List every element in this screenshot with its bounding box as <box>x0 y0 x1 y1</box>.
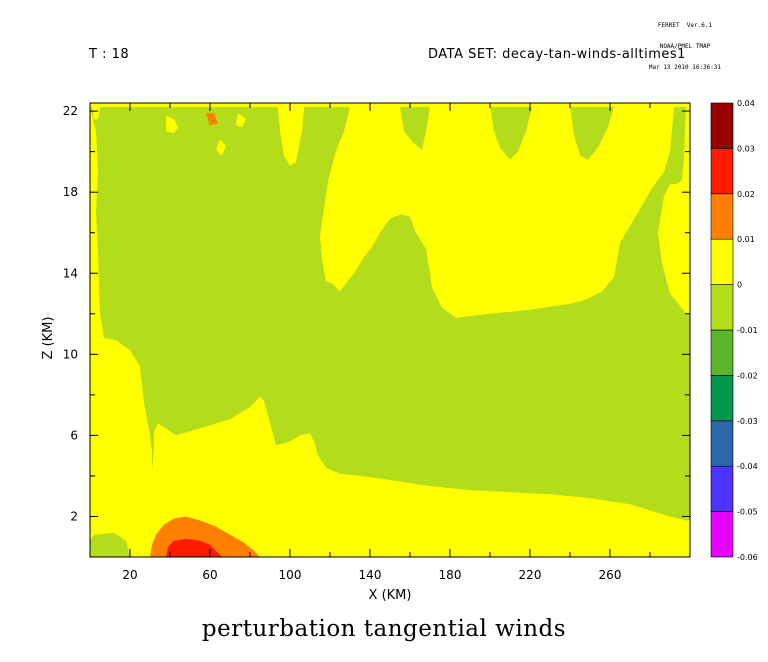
contour-region-1-3 <box>216 139 226 156</box>
colorbar-label: -0.05 <box>737 508 758 517</box>
colorbar-swatch <box>710 465 734 512</box>
y-tick-label: 6 <box>70 428 78 442</box>
plot-frame <box>89 102 691 558</box>
colorbar-label: -0.06 <box>737 553 758 562</box>
colorbar-label: -0.01 <box>737 326 758 335</box>
time-label: T : 18 <box>89 47 130 62</box>
x-tick-label: 20 <box>122 568 137 582</box>
colorbar-label: 0 <box>737 281 742 290</box>
colorbar-label: 0.04 <box>737 99 755 108</box>
colorbar-swatch <box>710 375 734 422</box>
contour-region-0-3 <box>490 107 532 160</box>
y-axis-label: Z (KM) <box>41 317 56 360</box>
contour-region-1-1 <box>166 115 178 134</box>
x-tick-label: 100 <box>279 568 302 582</box>
colorbar-swatch <box>710 284 734 331</box>
x-tick-label: 180 <box>439 568 462 582</box>
ferret-stamp: FERRET Ver.6.1 NOAA/PMEL TMAP Mar 13 201… <box>640 8 730 78</box>
y-tick-label: 14 <box>63 266 78 280</box>
y-tick-label: 22 <box>63 104 78 118</box>
y-tick-label: 18 <box>63 185 78 199</box>
colorbar-label: 0.02 <box>737 190 755 199</box>
colorbar-swatch <box>710 511 734 558</box>
contour-region-1-0 <box>92 107 100 120</box>
contour-region-0-4 <box>570 107 614 160</box>
colorbar-swatch <box>710 102 734 149</box>
chart-title: perturbation tangential winds <box>201 616 567 642</box>
contour-region-3-0 <box>166 538 222 557</box>
contour-region-0-1 <box>90 532 130 557</box>
contour-region-2-1 <box>206 113 218 126</box>
colorbar-label: -0.03 <box>737 417 758 426</box>
x-tick-label: 140 <box>359 568 382 582</box>
y-tick-label: 10 <box>63 347 78 361</box>
colorbar-label: 0.01 <box>737 235 755 244</box>
x-tick-label: 220 <box>519 568 542 582</box>
x-tick-label: 260 <box>599 568 622 582</box>
contour-region-1-2 <box>236 113 246 128</box>
x-axis-label: X (KM) <box>369 588 412 603</box>
contour-fills <box>90 107 690 557</box>
colorbar-label: -0.04 <box>737 462 758 471</box>
colorbar: -0.06 -0.05 -0.04 -0.03 -0.02 -0.01 0 0.01 0.02 0… <box>710 99 758 562</box>
colorbar-label: 0.03 <box>737 144 755 153</box>
x-tick-label: 60 <box>202 568 217 582</box>
stamp-line-1: FERRET Ver.6.1 <box>657 22 713 29</box>
y-tick-label: 2 <box>70 509 78 523</box>
y-axis: 2 6 10 14 18 22 <box>63 104 690 523</box>
colorbar-swatch <box>710 238 734 285</box>
colorbar-swatch <box>710 329 734 376</box>
x-axis: 20 60 100 140 180 220 260 <box>122 103 651 582</box>
colorbar-swatch <box>710 420 734 467</box>
colorbar-swatch <box>710 148 734 195</box>
colorbar-label: -0.02 <box>737 371 758 380</box>
contour-region-0-0 <box>90 107 690 521</box>
stamp-line-2: NOAA/PMEL TMAP <box>659 43 711 50</box>
contour-region-0-2 <box>400 107 430 150</box>
dataset-label: DATA SET: decay-tan-winds-alltimes1 <box>428 47 686 62</box>
colorbar-swatch <box>710 193 734 240</box>
contour-region-1-4 <box>152 443 160 495</box>
stamp-line-3: Mar 13 2010 16:36:31 <box>648 64 722 71</box>
